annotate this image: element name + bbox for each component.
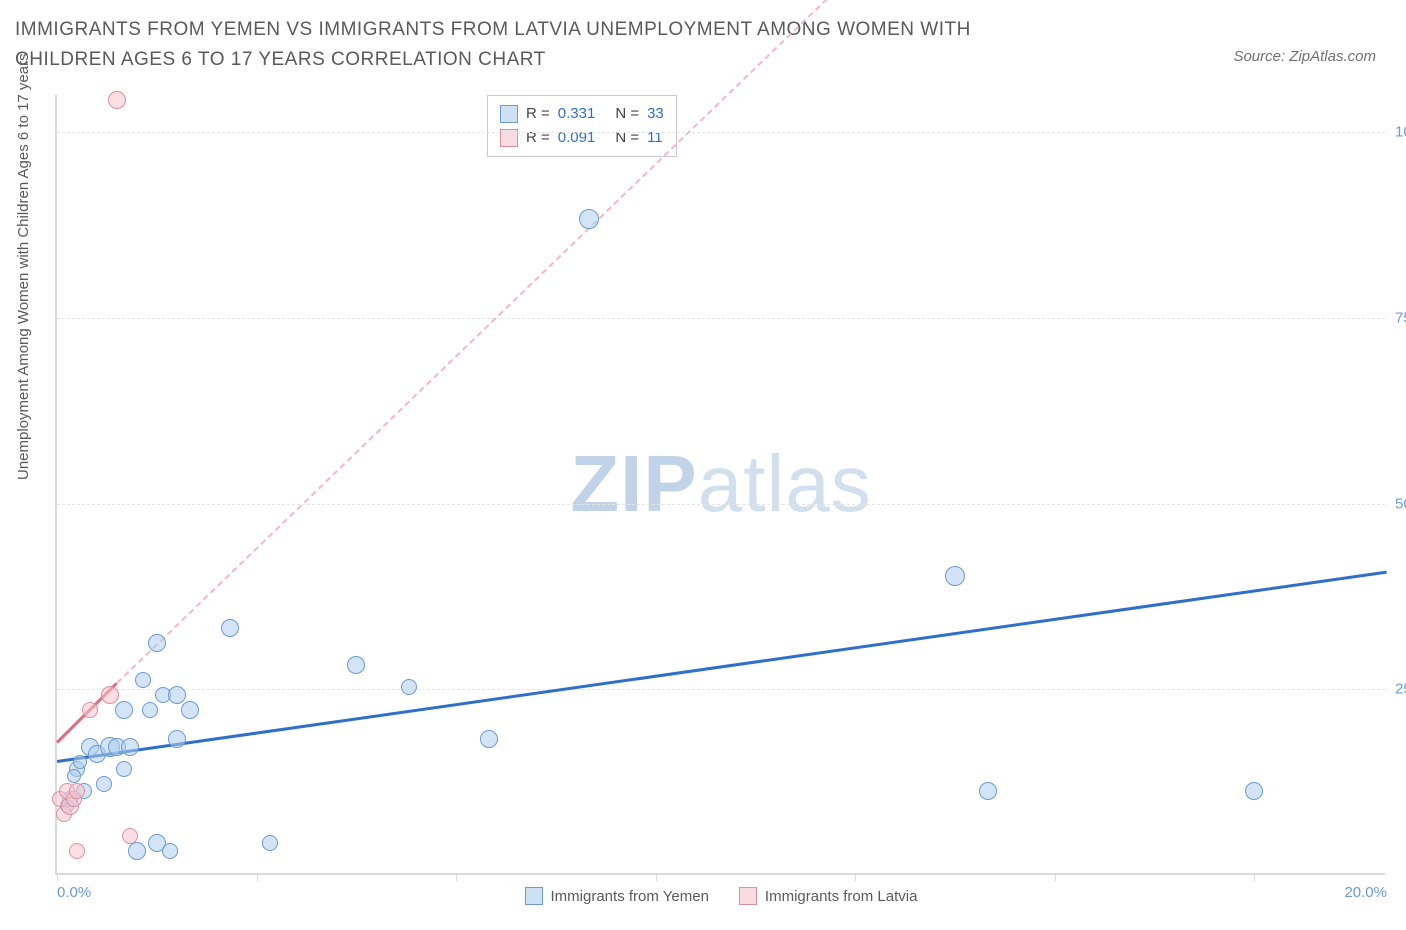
trend-line xyxy=(57,570,1387,762)
legend-stats-row-2: R = 0.091 N = 11 xyxy=(500,126,664,150)
legend-n-label: N = xyxy=(615,102,639,126)
grid-line xyxy=(57,504,1385,505)
data-point xyxy=(128,842,146,860)
data-point xyxy=(262,835,278,851)
legend-label-latvia: Immigrants from Latvia xyxy=(765,888,918,905)
chart-container: IMMIGRANTS FROM YEMEN VS IMMIGRANTS FROM… xyxy=(0,0,1406,930)
watermark-light: atlas xyxy=(698,439,872,528)
trend-line xyxy=(116,0,842,684)
legend-item-latvia: Immigrants from Latvia xyxy=(739,887,918,905)
data-point xyxy=(162,843,178,859)
xtick-label: 20.0% xyxy=(1344,884,1387,901)
chart-plot-area: ZIPatlas R = 0.331 N = 33 R = 0.091 N = … xyxy=(55,95,1385,875)
chart-title: IMMIGRANTS FROM YEMEN VS IMMIGRANTS FROM… xyxy=(15,15,1065,76)
legend-n-label: N = xyxy=(615,126,639,150)
legend-bottom: Immigrants from Yemen Immigrants from La… xyxy=(57,887,1385,905)
data-point xyxy=(115,701,133,719)
legend-stats-row-1: R = 0.331 N = 33 xyxy=(500,102,664,126)
data-point xyxy=(347,656,365,674)
data-point xyxy=(121,738,139,756)
ytick-label: 100.0% xyxy=(1395,124,1406,141)
legend-n-value-1: 33 xyxy=(647,102,664,126)
xtick xyxy=(855,873,856,881)
data-point xyxy=(945,566,965,586)
legend-r-value-1: 0.331 xyxy=(558,102,596,126)
xtick xyxy=(257,873,258,881)
data-point xyxy=(122,828,138,844)
xtick xyxy=(456,873,457,881)
data-point xyxy=(221,619,239,637)
legend-r-label: R = xyxy=(526,126,550,150)
legend-label-yemen: Immigrants from Yemen xyxy=(551,888,709,905)
swatch-blue-icon xyxy=(525,887,543,905)
ytick-label: 25.0% xyxy=(1395,681,1406,698)
xtick-label: 0.0% xyxy=(57,884,91,901)
grid-line xyxy=(57,689,1385,690)
data-point xyxy=(181,701,199,719)
data-point xyxy=(135,672,151,688)
legend-item-yemen: Immigrants from Yemen xyxy=(525,887,709,905)
ytick-label: 50.0% xyxy=(1395,495,1406,512)
data-point xyxy=(579,209,599,229)
xtick xyxy=(1254,873,1255,881)
grid-line xyxy=(57,318,1385,319)
data-point xyxy=(401,679,417,695)
data-point xyxy=(69,783,85,799)
legend-r-value-2: 0.091 xyxy=(558,126,596,150)
watermark: ZIPatlas xyxy=(570,438,871,530)
swatch-blue-icon xyxy=(500,105,518,123)
legend-r-label: R = xyxy=(526,102,550,126)
header-row: IMMIGRANTS FROM YEMEN VS IMMIGRANTS FROM… xyxy=(15,15,1386,76)
data-point xyxy=(96,776,112,792)
data-point xyxy=(480,730,498,748)
xtick xyxy=(656,873,657,881)
xtick xyxy=(1055,873,1056,881)
grid-line xyxy=(57,132,1385,133)
source-label: Source: ZipAtlas.com xyxy=(1233,48,1376,65)
data-point xyxy=(101,686,119,704)
data-point xyxy=(108,91,126,109)
data-point xyxy=(148,634,166,652)
legend-n-value-2: 11 xyxy=(647,126,663,150)
data-point xyxy=(73,755,87,769)
ytick-label: 75.0% xyxy=(1395,309,1406,326)
data-point xyxy=(979,782,997,800)
data-point xyxy=(168,686,186,704)
data-point xyxy=(142,702,158,718)
data-point xyxy=(69,843,85,859)
data-point xyxy=(82,702,98,718)
data-point xyxy=(168,730,186,748)
data-point xyxy=(67,769,81,783)
data-point xyxy=(116,761,132,777)
data-point xyxy=(1245,782,1263,800)
xtick xyxy=(57,873,58,881)
y-axis-label: Unemployment Among Women with Children A… xyxy=(15,53,32,480)
swatch-pink-icon xyxy=(739,887,757,905)
legend-stats-box: R = 0.331 N = 33 R = 0.091 N = 11 xyxy=(487,95,677,157)
watermark-bold: ZIP xyxy=(570,439,697,528)
